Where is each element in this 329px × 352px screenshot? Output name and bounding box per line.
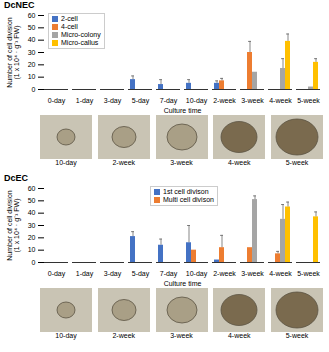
svg-text:20: 20	[28, 61, 36, 68]
svg-text:10: 10	[28, 73, 36, 80]
html-text:2-cell: 2-cell	[61, 15, 78, 22]
html-text:DcNEC: DcNEC	[4, 0, 35, 10]
svg-text:10-day: 10-day	[186, 270, 208, 278]
svg-text:4-week: 4-week	[269, 97, 292, 104]
svg-text:3-day: 3-day	[104, 97, 122, 105]
html-text:3-week: 3-week	[170, 159, 193, 166]
svg-text:30: 30	[28, 49, 36, 56]
svg-text:7-day: 7-day	[160, 97, 178, 105]
svg-text:1-day: 1-day	[76, 97, 94, 105]
svg-text:40: 40	[28, 209, 36, 216]
svg-text:2-week: 2-week	[213, 270, 236, 277]
html-text:5-week: 5-week	[285, 159, 309, 166]
svg-text:3-week: 3-week	[241, 270, 264, 277]
svg-text:Culture time: Culture time	[164, 280, 202, 287]
html-text:4-week: 4-week	[228, 332, 251, 339]
html-text:10-day: 10-day	[55, 332, 77, 339]
svg-text:60: 60	[28, 185, 36, 192]
svg-text:4-week: 4-week	[269, 270, 292, 277]
svg-text:50: 50	[28, 197, 36, 204]
html-text:10-day: 10-day	[55, 159, 77, 166]
svg-text:1-day: 1-day	[76, 270, 94, 278]
svg-text:0: 0	[32, 259, 36, 266]
html-text:5-week: 5-week	[285, 332, 309, 339]
svg-text:10-day: 10-day	[186, 97, 208, 105]
svg-text:50: 50	[28, 24, 36, 31]
svg-text:0: 0	[32, 86, 36, 93]
html-text:DcEC: DcEC	[4, 173, 28, 183]
svg-text:0-day: 0-day	[48, 270, 66, 278]
svg-text:5-day: 5-day	[132, 270, 150, 278]
svg-text:20: 20	[28, 234, 36, 241]
svg-text:60: 60	[28, 12, 36, 19]
svg-text:3-week: 3-week	[241, 97, 264, 104]
svg-text:2-week: 2-week	[213, 97, 236, 104]
html-text:3-week: 3-week	[170, 332, 193, 339]
svg-text:5-week: 5-week	[297, 270, 320, 277]
html-text:Micro-colony: Micro-colony	[61, 31, 101, 38]
html-text:4-week: 4-week	[228, 159, 251, 166]
html-text:4-cell: 4-cell	[61, 23, 78, 30]
svg-text:Number of cell division(1 x 10: Number of cell division(1 x 10⁴ · g⁻¹ FW…	[6, 190, 21, 261]
svg-text:30: 30	[28, 222, 36, 229]
html-text:Multi cell divison: Multi cell divison	[163, 196, 214, 203]
svg-text:5-day: 5-day	[132, 97, 150, 105]
svg-text:Number of cell division(1 x 10: Number of cell division(1 x 10⁴ · g⁻¹ FW…	[6, 17, 21, 88]
svg-text:10: 10	[28, 246, 36, 253]
svg-text:7-day: 7-day	[160, 270, 178, 278]
html-text:Micro-callus: Micro-callus	[61, 39, 99, 46]
svg-text:5-week: 5-week	[297, 97, 320, 104]
svg-text:3-day: 3-day	[104, 270, 122, 278]
svg-text:0-day: 0-day	[48, 97, 66, 105]
html-text:2-week: 2-week	[112, 159, 135, 166]
svg-text:Culture time: Culture time	[164, 107, 202, 114]
html-text:1st cell divison: 1st cell divison	[163, 188, 209, 195]
svg-text:40: 40	[28, 36, 36, 43]
html-text:2-week: 2-week	[112, 332, 135, 339]
